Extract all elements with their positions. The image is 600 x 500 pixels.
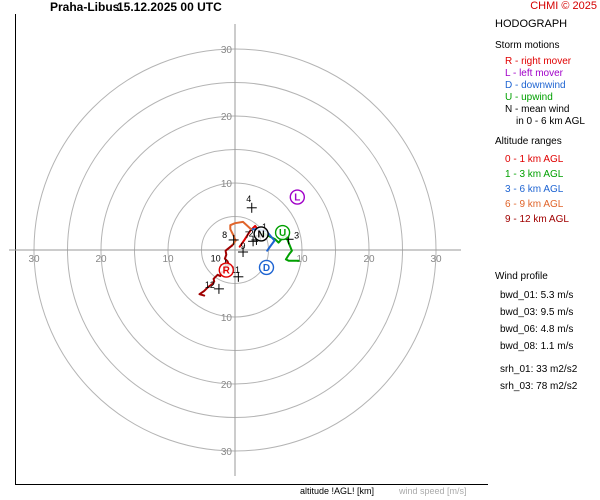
ring-label-west-10: 10 xyxy=(162,254,174,265)
legend-panel: HODOGRAPH Storm motions R - right mover … xyxy=(495,18,600,395)
height-label-8: 8 xyxy=(222,230,227,240)
wind-profile-title: Wind profile xyxy=(495,271,548,282)
panel-title: HODOGRAPH xyxy=(495,18,568,30)
storm-motion-label-D: D xyxy=(263,263,270,274)
ring-label-east-20: 20 xyxy=(363,254,375,265)
storm-motion-label-N: N xyxy=(258,229,265,240)
height-label-3: 3 xyxy=(294,230,299,240)
footer-wind-speed-label: wind speed [m/s] xyxy=(399,486,467,496)
height-label-11: 11 xyxy=(231,265,240,275)
bwd-01: bwd_01: 5.3 m/s xyxy=(500,290,574,301)
ring-labels: 10 10 10 10 20 20 20 20 30 30 30 30 xyxy=(28,45,442,458)
storm-motion-label-R: R xyxy=(223,266,231,277)
storm-motion-markers: R L D U N xyxy=(218,189,306,278)
storm-motions-list: R - right mover L - left mover D - downw… xyxy=(495,56,600,128)
footer-altitude-label: altitude !AGL! [km] xyxy=(300,486,375,496)
ring-label-south-10: 10 xyxy=(221,313,233,324)
storm-motion-label-L: L xyxy=(294,193,300,204)
ring-label-west-30: 30 xyxy=(28,254,40,265)
height-label-2: 2 xyxy=(249,228,254,238)
altitude-range-0-1: 0 - 1 km AGL xyxy=(505,154,564,165)
station-name: Praha-Libus xyxy=(50,0,120,14)
storm-motion-circle-U xyxy=(274,224,291,241)
storm-motion-circle-R xyxy=(218,262,234,278)
storm-motion-label-U: U xyxy=(279,228,286,239)
ring-label-west-20: 20 xyxy=(95,254,107,265)
bwd-06: bwd_06: 4.8 m/s xyxy=(500,324,574,335)
altitude-range-9-12: 9 - 12 km AGL xyxy=(505,214,569,225)
mean-wind-note: in 0 - 6 km AGL xyxy=(516,116,585,127)
height-label-7: 7 xyxy=(245,230,250,240)
ring-label-south-30: 30 xyxy=(221,447,233,458)
ring-label-north-10: 10 xyxy=(221,179,233,190)
ring-label-north-20: 20 xyxy=(221,112,233,123)
altitude-range-3-6: 3 - 6 km AGL xyxy=(505,184,564,195)
hodograph-axes xyxy=(9,24,461,476)
storm-motion-circle-N xyxy=(253,226,269,242)
ring-label-south-20: 20 xyxy=(221,380,233,391)
height-label-10: 10 xyxy=(211,254,221,264)
bwd-03: bwd_03: 9.5 m/s xyxy=(500,307,574,318)
copyright: CHMI © 2025 xyxy=(530,0,597,12)
srh-03: srh_03: 78 m2/s2 xyxy=(500,381,578,392)
wind-profile-list: bwd_01: 5.3 m/s bwd_03: 9.5 m/s bwd_06: … xyxy=(495,287,600,395)
altitude-range-6-9: 6 - 9 km AGL xyxy=(505,199,564,210)
ring-label-east-30: 30 xyxy=(430,254,442,265)
ring-label-north-30: 30 xyxy=(221,45,233,56)
height-label-9: 9 xyxy=(241,241,246,251)
storm-motion-circle-L xyxy=(289,189,306,205)
storm-motion-upwind: U - upwind xyxy=(505,92,553,103)
storm-motion-circle-D xyxy=(258,259,275,276)
storm-motion-right: R - right mover xyxy=(505,56,572,67)
sounding-datetime: 15.12.2025 00 UTC xyxy=(117,0,222,14)
storm-motions-title: Storm motions xyxy=(495,40,560,51)
storm-motion-left: L - left mover xyxy=(505,68,563,79)
ring-label-east-10: 10 xyxy=(296,254,308,265)
height-label-12: 12 xyxy=(205,280,215,290)
altitude-ranges-title: Altitude ranges xyxy=(495,136,562,147)
srh-01: srh_01: 33 m2/s2 xyxy=(500,364,578,375)
height-label-1: 1 xyxy=(262,222,267,232)
storm-motion-downwind: D - downwind xyxy=(505,80,566,91)
altitude-ranges-list: 0 - 1 km AGL 1 - 3 km AGL 3 - 6 km AGL 6… xyxy=(495,152,600,227)
storm-motion-mean: N - mean wind xyxy=(505,104,570,115)
height-label-4: 4 xyxy=(246,194,251,204)
altitude-range-1-3: 1 - 3 km AGL xyxy=(505,169,564,180)
bwd-08: bwd_08: 1.1 m/s xyxy=(500,341,574,352)
